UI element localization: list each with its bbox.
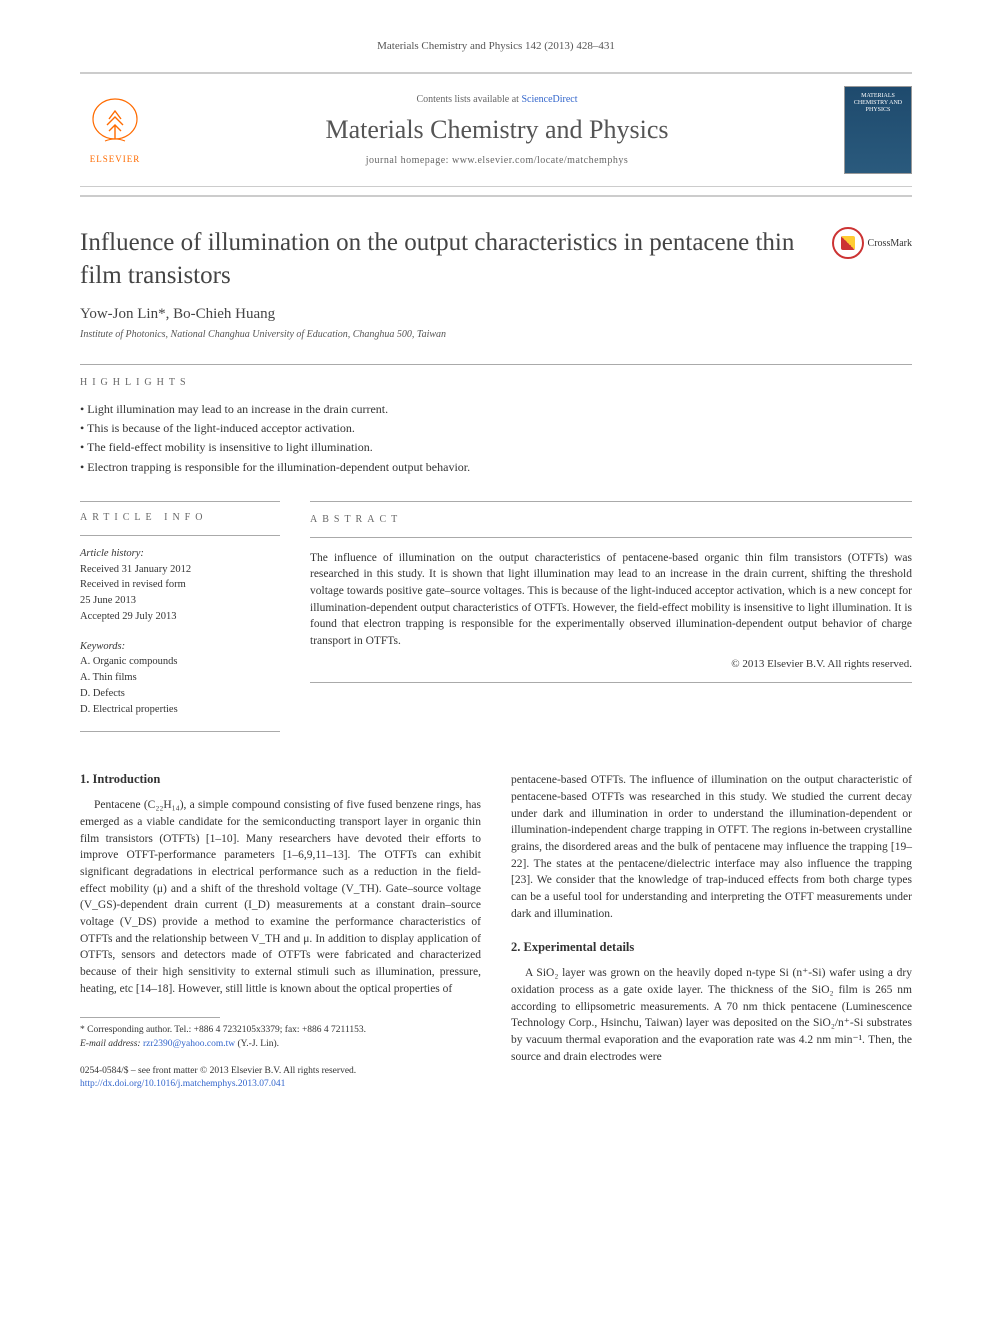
article-info-column: ARTICLE INFO Article history: Received 3… bbox=[80, 501, 280, 743]
email-link[interactable]: rzr2390@yahoo.com.tw bbox=[143, 1039, 235, 1049]
received-date: Received 31 January 2012 bbox=[80, 562, 280, 578]
contents-available-line: Contents lists available at ScienceDirec… bbox=[150, 94, 844, 105]
elsevier-label: ELSEVIER bbox=[90, 154, 141, 164]
crossmark-label: CrossMark bbox=[868, 238, 912, 249]
header-bottom-rule bbox=[80, 195, 912, 197]
body-left-column: 1. Introduction Pentacene (C₂₂H₁₄), a si… bbox=[80, 772, 481, 1091]
highlights-list: Light illumination may lead to an increa… bbox=[80, 400, 912, 477]
info-mid-rule bbox=[80, 535, 280, 536]
email-suffix: (Y.-J. Lin). bbox=[235, 1039, 279, 1049]
keywords-label: Keywords: bbox=[80, 639, 280, 655]
highlights-top-rule bbox=[80, 364, 912, 365]
info-bottom-rule bbox=[80, 731, 280, 732]
highlight-item: Light illumination may lead to an increa… bbox=[80, 400, 912, 419]
experimental-heading: 2. Experimental details bbox=[511, 940, 912, 955]
abstract-label: ABSTRACT bbox=[310, 514, 912, 525]
article-history-block: Article history: Received 31 January 201… bbox=[80, 546, 280, 625]
accepted-date: Accepted 29 July 2013 bbox=[80, 609, 280, 625]
homepage-url[interactable]: www.elsevier.com/locate/matchemphys bbox=[452, 155, 628, 166]
abstract-text: The influence of illumination on the out… bbox=[310, 550, 912, 650]
abstract-mid-rule bbox=[310, 537, 912, 538]
revised-date: 25 June 2013 bbox=[80, 593, 280, 609]
email-line: E-mail address: rzr2390@yahoo.com.tw (Y.… bbox=[80, 1038, 481, 1051]
abstract-copyright: © 2013 Elsevier B.V. All rights reserved… bbox=[310, 658, 912, 670]
footer-block: 0254-0584/$ – see front matter © 2013 El… bbox=[80, 1065, 481, 1092]
email-label: E-mail address: bbox=[80, 1039, 143, 1049]
front-matter-line: 0254-0584/$ – see front matter © 2013 El… bbox=[80, 1065, 481, 1078]
intro-continued-paragraph: pentacene-based OTFTs. The influence of … bbox=[511, 772, 912, 922]
footnote-rule bbox=[80, 1017, 220, 1018]
article-title: Influence of illumination on the output … bbox=[80, 227, 832, 292]
journal-name: Materials Chemistry and Physics bbox=[150, 115, 844, 145]
header-citation: Materials Chemistry and Physics 142 (201… bbox=[80, 40, 912, 52]
sciencedirect-link[interactable]: ScienceDirect bbox=[521, 94, 577, 105]
journal-header-bar: ELSEVIER Contents lists available at Sci… bbox=[80, 72, 912, 187]
highlights-label: HIGHLIGHTS bbox=[80, 377, 912, 388]
intro-heading: 1. Introduction bbox=[80, 772, 481, 787]
cover-title: MATERIALS CHEMISTRY AND PHYSICS bbox=[849, 93, 907, 115]
elsevier-tree-icon bbox=[85, 97, 145, 152]
highlight-item: The field-effect mobility is insensitive… bbox=[80, 438, 912, 457]
info-top-rule bbox=[80, 501, 280, 502]
keyword-item: A. Thin films bbox=[80, 670, 280, 686]
keyword-item: A. Organic compounds bbox=[80, 654, 280, 670]
header-center: Contents lists available at ScienceDirec… bbox=[150, 94, 844, 166]
doi-link[interactable]: http://dx.doi.org/10.1016/j.matchemphys.… bbox=[80, 1078, 481, 1091]
body-columns: 1. Introduction Pentacene (C₂₂H₁₄), a si… bbox=[80, 772, 912, 1091]
abstract-column: ABSTRACT The influence of illumination o… bbox=[310, 501, 912, 743]
crossmark-badge[interactable]: CrossMark bbox=[832, 227, 912, 259]
keyword-item: D. Electrical properties bbox=[80, 702, 280, 718]
journal-cover-thumbnail[interactable]: MATERIALS CHEMISTRY AND PHYSICS bbox=[844, 86, 912, 174]
crossmark-icon bbox=[832, 227, 864, 259]
keyword-item: D. Defects bbox=[80, 686, 280, 702]
highlight-item: This is because of the light-induced acc… bbox=[80, 419, 912, 438]
article-info-label: ARTICLE INFO bbox=[80, 512, 280, 523]
keywords-block: Keywords: A. Organic compounds A. Thin f… bbox=[80, 639, 280, 718]
elsevier-logo[interactable]: ELSEVIER bbox=[80, 90, 150, 170]
contents-prefix: Contents lists available at bbox=[416, 94, 521, 105]
journal-homepage-line: journal homepage: www.elsevier.com/locat… bbox=[150, 155, 844, 166]
title-row: Influence of illumination on the output … bbox=[80, 227, 912, 292]
corresponding-line: * Corresponding author. Tel.: +886 4 723… bbox=[80, 1024, 481, 1037]
corresponding-author-footnote: * Corresponding author. Tel.: +886 4 723… bbox=[80, 1024, 481, 1051]
homepage-prefix: journal homepage: bbox=[366, 155, 452, 166]
abstract-bottom-rule bbox=[310, 682, 912, 683]
highlight-item: Electron trapping is responsible for the… bbox=[80, 458, 912, 477]
affiliation-line: Institute of Photonics, National Changhu… bbox=[80, 329, 912, 340]
history-label: Article history: bbox=[80, 546, 280, 562]
revised-label: Received in revised form bbox=[80, 577, 280, 593]
body-right-column: pentacene-based OTFTs. The influence of … bbox=[511, 772, 912, 1091]
intro-paragraph: Pentacene (C₂₂H₁₄), a simple compound co… bbox=[80, 797, 481, 997]
info-abstract-row: ARTICLE INFO Article history: Received 3… bbox=[80, 501, 912, 743]
abstract-top-rule bbox=[310, 501, 912, 502]
experimental-paragraph: A SiO₂ layer was grown on the heavily do… bbox=[511, 965, 912, 1065]
authors-line: Yow-Jon Lin*, Bo-Chieh Huang bbox=[80, 306, 912, 323]
